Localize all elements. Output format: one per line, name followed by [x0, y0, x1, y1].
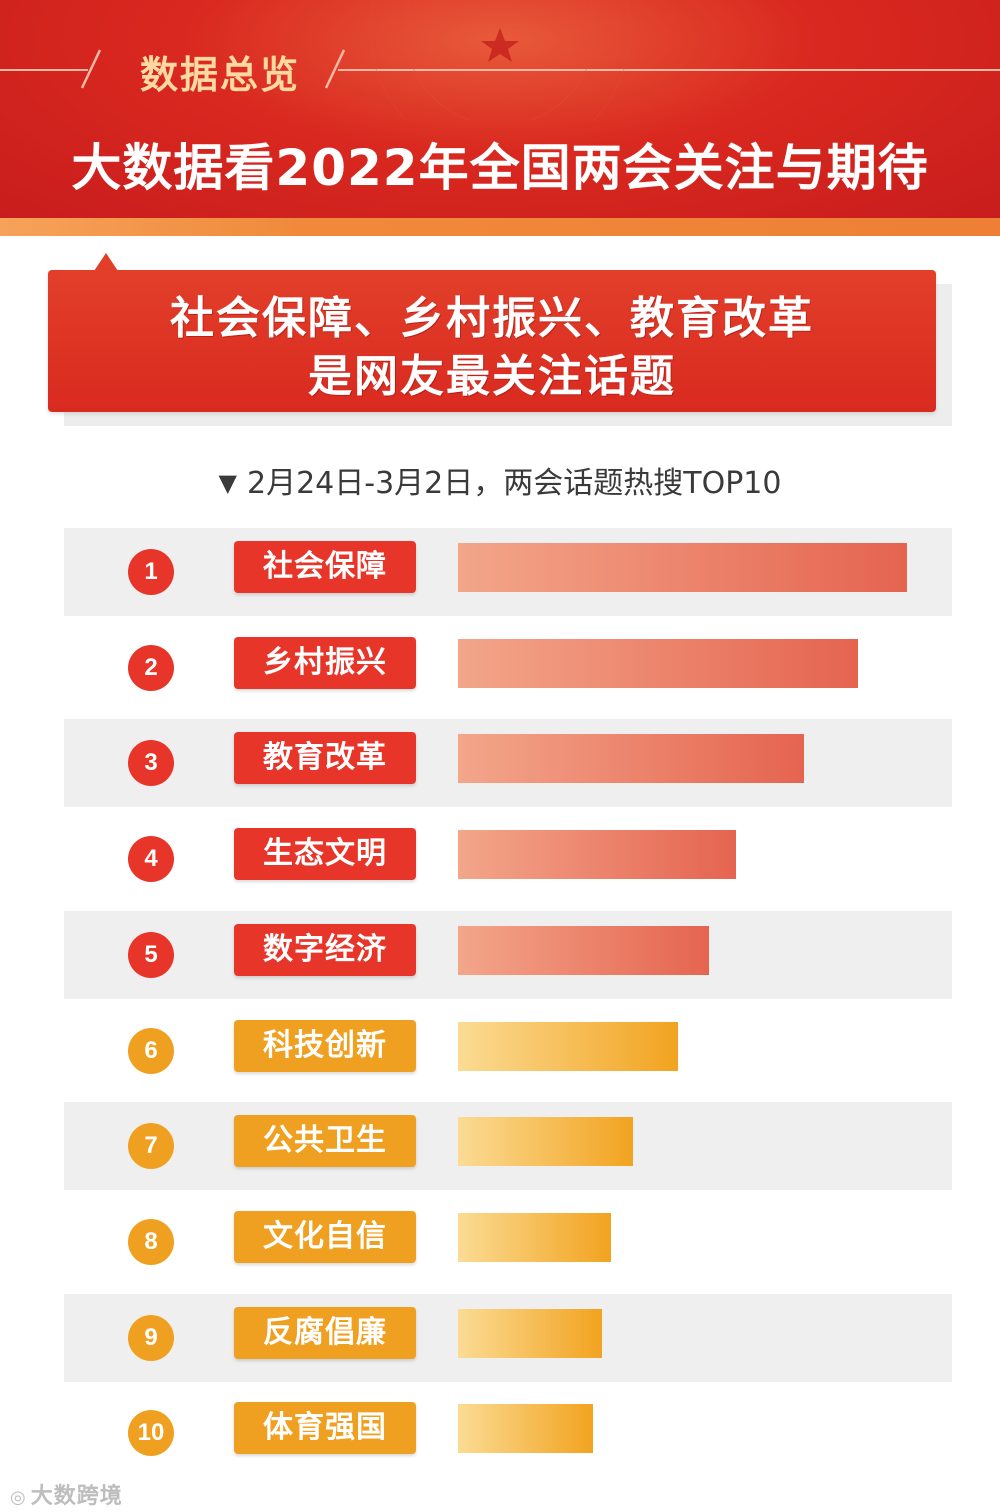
ranking-row: 3 教育改革: [64, 719, 952, 808]
topic-label: 体育强国: [234, 1402, 416, 1455]
heat-bar: [458, 734, 804, 784]
page-title: 大数据看2022年全国两会关注与期待: [71, 139, 929, 197]
rank-badge: 2: [128, 644, 174, 691]
ranking-row: 10 体育强国: [64, 1389, 952, 1477]
ebrun-logo-icon: ◎: [10, 1487, 27, 1508]
topic-label: 数字经济: [234, 923, 416, 976]
heat-bar: [458, 1308, 602, 1358]
heat-bar: [458, 1117, 633, 1167]
topic-label: 反腐倡廉: [234, 1306, 416, 1359]
rank-badge: 7: [128, 1123, 174, 1170]
ranking-row: 1 社会保障: [64, 528, 952, 616]
rank-badge: 3: [128, 740, 174, 787]
headline-banner: 社会保障、乡村振兴、教育改革 是网友最关注话题: [48, 270, 936, 412]
rank-badge: 9: [128, 1314, 174, 1361]
rank-badge: 10: [128, 1410, 174, 1457]
ranking-row: 5 数字经济: [64, 910, 952, 999]
ranking-row: 6 科技创新: [64, 1007, 952, 1095]
chart-subtitle-text: 2月24日-3月2日，两会话题热搜TOP10: [247, 466, 782, 501]
ranking-row: 4 生态文明: [64, 815, 952, 903]
heat-bar: [458, 1404, 593, 1454]
heat-bar: [458, 925, 709, 975]
rank-badge: 6: [128, 1027, 174, 1074]
topic-label: 文化自信: [234, 1210, 416, 1263]
ranking-row: 2 乡村振兴: [64, 624, 952, 712]
ranking-row: 9 反腐倡廉: [64, 1293, 952, 1382]
heat-bar: [458, 543, 907, 592]
heat-bar: [458, 830, 736, 880]
heat-bar: [458, 638, 858, 688]
header-decor-lines: [0, 0, 1000, 120]
ranking-row: 7 公共卫生: [64, 1102, 952, 1191]
star-icon: [481, 28, 519, 62]
heat-bar: [458, 1021, 678, 1071]
section-label: 数据总览: [139, 53, 300, 97]
triangle-down-icon: ▼: [218, 469, 237, 497]
headline-line-2: 是网友最关注话题: [308, 351, 676, 402]
watermark-text: 大数跨境: [30, 1484, 123, 1509]
banner-pointer: [94, 253, 118, 271]
rank-badge: 5: [128, 931, 174, 978]
topic-label: 科技创新: [234, 1019, 416, 1072]
topic-label: 公共卫生: [234, 1115, 416, 1168]
watermark: ◎ 大数跨境: [10, 1478, 123, 1510]
rank-badge: 1: [128, 549, 174, 595]
header-stripe: [0, 218, 1000, 236]
chart-subtitle: ▼ 2月24日-3月2日，两会话题热搜TOP10: [0, 458, 1000, 502]
topic-label: 生态文明: [234, 828, 416, 881]
rank-badge: 4: [128, 836, 174, 883]
headline-line-1: 社会保障、乡村振兴、教育改革: [170, 293, 814, 344]
topic-label: 教育改革: [234, 732, 416, 785]
topic-label: 社会保障: [234, 541, 416, 593]
ranking-row: 8 文化自信: [64, 1198, 952, 1286]
rank-badge: 8: [128, 1218, 174, 1265]
header-banner: 数据总览 大数据看2022年全国两会关注与期待: [0, 0, 1000, 220]
heat-bar: [458, 1212, 611, 1262]
topic-label: 乡村振兴: [234, 636, 416, 689]
